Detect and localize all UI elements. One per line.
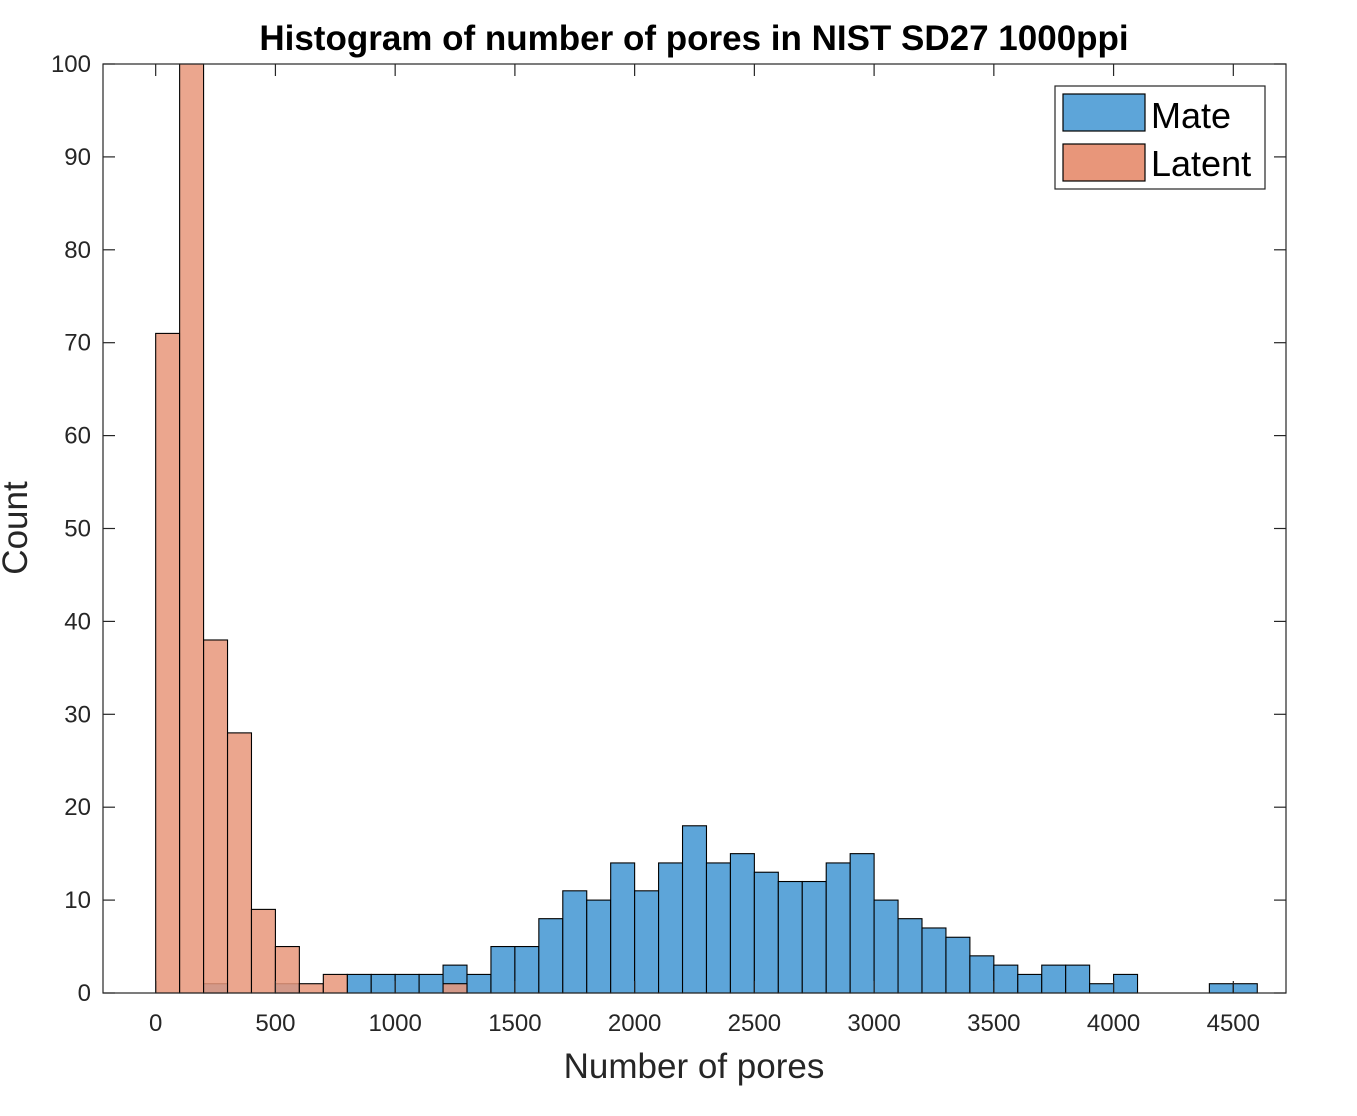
- bar-mate: [705, 862, 731, 994]
- x-tick-label: 3500: [967, 1010, 1020, 1037]
- y-tick-label: 70: [64, 330, 91, 357]
- bar-mate: [969, 955, 995, 994]
- bar-mate: [1113, 973, 1139, 994]
- y-tick-label: 40: [64, 608, 91, 635]
- bar-mate: [394, 973, 420, 994]
- bar-latent: [322, 973, 348, 994]
- bar-latent: [250, 908, 276, 994]
- y-tick-label: 60: [64, 423, 91, 450]
- bar-mate: [562, 890, 588, 994]
- bar-mate: [370, 973, 396, 994]
- x-tick-label: 3000: [847, 1010, 900, 1037]
- bar-latent: [155, 332, 181, 994]
- bar-mate: [777, 880, 803, 994]
- y-tick-label: 80: [64, 237, 91, 264]
- chart-title: Histogram of number of pores in NIST SD2…: [259, 19, 1128, 58]
- y-tick-label: 50: [64, 516, 91, 543]
- y-tick-label: 0: [78, 980, 91, 1007]
- bar-mate: [466, 973, 492, 994]
- x-tick-label: 0: [149, 1010, 162, 1037]
- bar-mate: [514, 945, 540, 994]
- bar-mate: [1065, 964, 1091, 994]
- legend-swatch-latent: [1062, 143, 1146, 182]
- bar-mate: [873, 899, 899, 994]
- legend-label-latent: Latent: [1151, 143, 1251, 184]
- x-tick-label: 2000: [608, 1010, 661, 1037]
- bar-mate: [610, 862, 636, 994]
- x-tick-label: 2500: [728, 1010, 781, 1037]
- bar-mate: [1017, 973, 1043, 994]
- x-axis-label: Number of pores: [564, 1047, 825, 1086]
- bar-mate: [897, 918, 923, 994]
- bar-mate: [945, 936, 971, 994]
- x-tick-label: 500: [255, 1010, 295, 1037]
- bar-mate: [586, 899, 612, 994]
- bar-mate: [658, 862, 684, 994]
- bar-latent: [203, 639, 229, 994]
- bar-latent: [442, 983, 468, 994]
- y-tick-label: 30: [64, 701, 91, 728]
- y-tick-label: 90: [64, 144, 91, 171]
- bar-latent: [179, 63, 205, 994]
- bar-latent: [274, 945, 300, 994]
- bar-mate: [729, 853, 755, 994]
- legend-label-mate: Mate: [1151, 95, 1231, 136]
- bar-mate: [921, 927, 947, 994]
- bar-mate: [801, 880, 827, 994]
- bar-mate: [346, 973, 372, 994]
- legend-swatch-mate: [1062, 93, 1146, 132]
- bar-mate: [1089, 983, 1115, 994]
- legend: Mate Latent: [1054, 85, 1266, 190]
- bar-mate: [418, 973, 444, 994]
- y-axis-label: Count: [0, 481, 35, 575]
- bar-mate: [538, 918, 564, 994]
- bar-mate: [490, 945, 516, 994]
- x-tick-label: 1000: [368, 1010, 421, 1037]
- y-tick-label: 20: [64, 794, 91, 821]
- y-tick-label: 100: [51, 51, 91, 78]
- bar-latent: [298, 983, 324, 994]
- x-tick-label: 1500: [488, 1010, 541, 1037]
- bar-mate: [681, 825, 708, 994]
- bar-latent: [226, 732, 253, 994]
- bar-mate: [849, 853, 875, 994]
- bar-mate: [634, 890, 660, 994]
- ticks-layer: 0 500 1000 1500 2000 2500 3000 3500 4000 4500 0 10 2…: [51, 51, 1286, 1037]
- bar-mate: [1041, 964, 1067, 994]
- x-tick-label: 4000: [1087, 1010, 1140, 1037]
- bar-mate: [993, 964, 1019, 994]
- bar-mate: [1208, 983, 1234, 994]
- y-tick-label: 10: [64, 887, 91, 914]
- x-tick-label: 4500: [1207, 1010, 1260, 1037]
- bar-mate: [753, 871, 779, 994]
- bar-mate: [825, 862, 851, 994]
- bar-mate: [1232, 983, 1258, 994]
